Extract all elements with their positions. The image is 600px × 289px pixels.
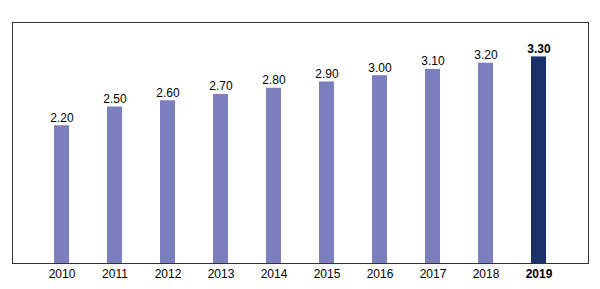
svg-text:2010: 2010 [49,267,76,281]
svg-text:2013: 2013 [208,267,235,281]
svg-text:2011: 2011 [102,267,128,281]
svg-text:2.70: 2.70 [209,79,233,93]
svg-text:3.10: 3.10 [421,54,445,68]
svg-text:3.30: 3.30 [527,42,551,56]
svg-text:2.20: 2.20 [50,111,74,125]
svg-text:2.60: 2.60 [156,86,180,100]
svg-text:2017: 2017 [420,267,447,281]
svg-text:2.80: 2.80 [262,73,286,87]
svg-text:3.20: 3.20 [474,48,498,62]
svg-text:2015: 2015 [314,267,341,281]
svg-text:2012: 2012 [155,267,182,281]
svg-text:2.90: 2.90 [315,67,339,81]
svg-text:2016: 2016 [367,267,394,281]
svg-text:3.00: 3.00 [368,61,392,75]
svg-text:2014: 2014 [261,267,288,281]
svg-text:2.50: 2.50 [103,92,127,106]
svg-text:2019: 2019 [526,267,553,281]
svg-text:2018: 2018 [473,267,500,281]
